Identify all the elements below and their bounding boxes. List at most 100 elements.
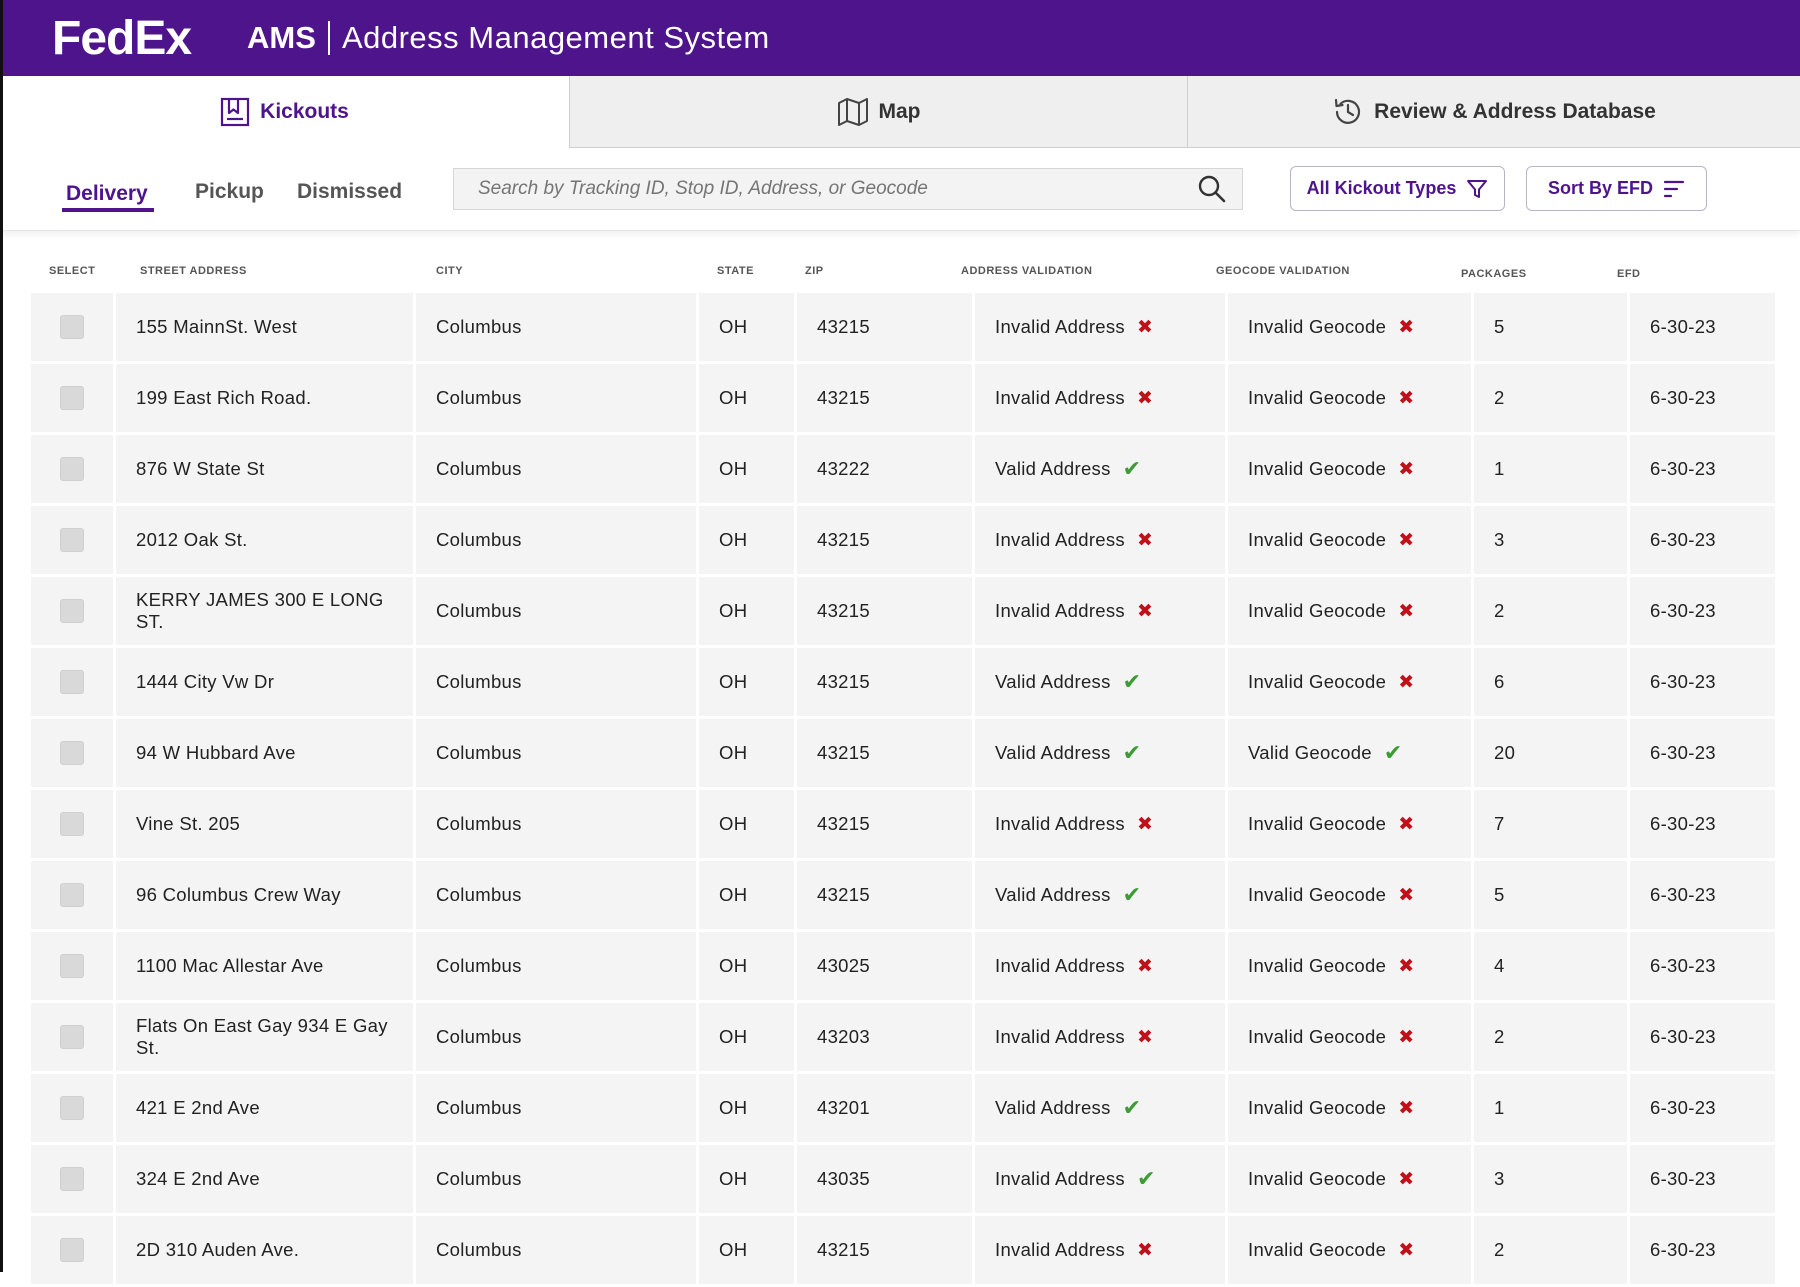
column-header-street-address[interactable]: STREET ADDRESS	[140, 265, 247, 277]
state-text: OH	[719, 1097, 748, 1118]
street-address-cell: 199 East Rich Road.	[116, 364, 413, 432]
address-validation-cell: Invalid Address ✖	[975, 364, 1225, 432]
column-header-packages[interactable]: PACKAGES	[1461, 268, 1527, 280]
subtab-delivery[interactable]: Delivery	[66, 182, 148, 205]
row-select-checkbox[interactable]	[60, 315, 84, 339]
validation-label: Invalid Geocode	[1248, 1026, 1387, 1047]
validation-status: Valid Geocode ✔	[1248, 740, 1403, 766]
table-row[interactable]: Flats On East Gay 934 E Gay St. Columbus O…	[31, 1003, 1775, 1074]
table-row[interactable]: 1100 Mac Allestar Ave Columbus OH 43025 Inva…	[31, 932, 1775, 1003]
state-cell: OH	[699, 861, 794, 929]
table-row[interactable]: 94 W Hubbard Ave Columbus OH 43215 Valid Add…	[31, 719, 1775, 790]
efd-text: 6-30-23	[1650, 316, 1716, 337]
street-address-text: 876 W State St	[136, 458, 265, 479]
table-row[interactable]: 96 Columbus Crew Way Columbus OH 43215 Valid…	[31, 861, 1775, 932]
x-icon: ✖	[1398, 316, 1415, 338]
column-header-state[interactable]: STATE	[717, 265, 754, 277]
subtab-dismissed[interactable]: Dismissed	[297, 180, 403, 203]
column-header-zip[interactable]: ZIP	[805, 265, 824, 277]
state-text: OH	[719, 955, 748, 976]
geocode-validation-cell: Invalid Geocode ✖	[1228, 861, 1471, 929]
efd-cell: 6-30-23	[1630, 1074, 1775, 1142]
table-row[interactable]: 2D 310 Auden Ave. Columbus OH 43215 Invalid …	[31, 1216, 1775, 1287]
packages-cell: 1	[1474, 1074, 1627, 1142]
validation-label: Invalid Address	[995, 1168, 1125, 1189]
table-row[interactable]: 155 MainnSt. West Columbus OH 43215 Invalid …	[31, 293, 1775, 364]
x-icon: ✖	[1398, 884, 1415, 906]
city-text: Columbus	[436, 1239, 522, 1260]
street-address-cell: 876 W State St	[116, 435, 413, 503]
tab-review-address-database[interactable]: Review & Address Database	[1187, 76, 1800, 148]
column-header-address-validation[interactable]: ADDRESS VALIDATION	[961, 265, 1093, 277]
x-icon: ✖	[1136, 529, 1154, 551]
row-select-checkbox[interactable]	[60, 386, 84, 410]
zip-cell: 43201	[797, 1074, 972, 1142]
history-icon	[1335, 98, 1361, 124]
row-select-checkbox[interactable]	[60, 741, 84, 765]
search-icon[interactable]	[1196, 173, 1228, 205]
row-select-checkbox[interactable]	[60, 670, 84, 694]
column-header-geocode-validation[interactable]: GEOCODE VALIDATION	[1216, 265, 1350, 277]
zip-cell: 43215	[797, 293, 972, 361]
table-row[interactable]: 421 E 2nd Ave Columbus OH 43201 Valid Addres…	[31, 1074, 1775, 1145]
city-cell: Columbus	[416, 1145, 696, 1213]
sort-by-efd-button[interactable]: Sort By EFD	[1526, 166, 1707, 211]
validation-status: Invalid Geocode ✖	[1248, 316, 1414, 339]
x-icon: ✖	[1136, 813, 1154, 835]
table-row[interactable]: 876 W State St Columbus OH 43222 Valid Addre…	[31, 435, 1775, 506]
efd-cell: 6-30-23	[1630, 1216, 1775, 1284]
row-select-checkbox[interactable]	[60, 883, 84, 907]
zip-cell: 43222	[797, 435, 972, 503]
city-cell: Columbus	[416, 932, 696, 1000]
tab-kickouts[interactable]: Kickouts	[0, 76, 569, 148]
street-address-cell: 421 E 2nd Ave	[116, 1074, 413, 1142]
row-select-checkbox[interactable]	[60, 1025, 84, 1049]
zip-text: 43222	[817, 458, 870, 479]
zip-text: 43215	[817, 1239, 870, 1260]
validation-status: Invalid Address ✖	[995, 387, 1153, 410]
subtab-pickup[interactable]: Pickup	[195, 180, 264, 203]
row-select-checkbox[interactable]	[60, 812, 84, 836]
row-select-checkbox[interactable]	[60, 1238, 84, 1262]
zip-cell: 43215	[797, 719, 972, 787]
city-text: Columbus	[436, 955, 522, 976]
x-icon: ✖	[1136, 1239, 1154, 1261]
efd-cell: 6-30-23	[1630, 1145, 1775, 1213]
table-row[interactable]: 2012 Oak St. Columbus OH 43215 Invalid Addre…	[31, 506, 1775, 577]
search-input[interactable]	[454, 168, 1196, 210]
zip-cell: 43203	[797, 1003, 972, 1071]
validation-label: Valid Address	[995, 671, 1111, 692]
efd-cell: 6-30-23	[1630, 932, 1775, 1000]
row-select-checkbox[interactable]	[60, 528, 84, 552]
column-header-city[interactable]: CITY	[436, 265, 464, 277]
row-select-checkbox[interactable]	[60, 954, 84, 978]
select-cell	[31, 1145, 113, 1213]
efd-cell: 6-30-23	[1630, 435, 1775, 503]
table-row[interactable]: Vine St. 205 Columbus OH 43215 Invalid Addre…	[31, 790, 1775, 861]
row-select-checkbox[interactable]	[60, 1096, 84, 1120]
packages-text: 3	[1494, 1168, 1505, 1189]
packages-text: 2	[1494, 387, 1505, 408]
state-text: OH	[719, 1168, 748, 1189]
row-select-checkbox[interactable]	[60, 599, 84, 623]
tab-map[interactable]: Map	[569, 76, 1187, 148]
zip-text: 43215	[817, 884, 870, 905]
address-validation-cell: Invalid Address ✖	[975, 932, 1225, 1000]
validation-label: Invalid Geocode	[1248, 884, 1387, 905]
tab-label: Kickouts	[260, 100, 349, 123]
street-address-text: 96 Columbus Crew Way	[136, 884, 341, 905]
packages-text: 5	[1494, 884, 1505, 905]
packages-cell: 2	[1474, 1003, 1627, 1071]
table-row[interactable]: 324 E 2nd Ave Columbus OH 43035 Invalid Addr…	[31, 1145, 1775, 1216]
kickout-types-filter-button[interactable]: All Kickout Types	[1290, 166, 1505, 211]
row-select-checkbox[interactable]	[60, 1167, 84, 1191]
packages-text: 2	[1494, 600, 1505, 621]
fedex-logo[interactable]: FedEx	[52, 11, 192, 65]
column-header-efd[interactable]: EFD	[1617, 268, 1641, 280]
table-row[interactable]: 199 East Rich Road. Columbus OH 43215 Invali…	[31, 364, 1775, 435]
street-address-text: Vine St. 205	[136, 813, 241, 834]
street-address-text: Flats On East Gay 934 E Gay St.	[136, 1015, 388, 1058]
table-row[interactable]: KERRY JAMES 300 E LONG ST. Columbus OH 4321…	[31, 577, 1775, 648]
table-row[interactable]: 1444 City Vw Dr Columbus OH 43215 Valid Addr…	[31, 648, 1775, 719]
row-select-checkbox[interactable]	[60, 457, 84, 481]
